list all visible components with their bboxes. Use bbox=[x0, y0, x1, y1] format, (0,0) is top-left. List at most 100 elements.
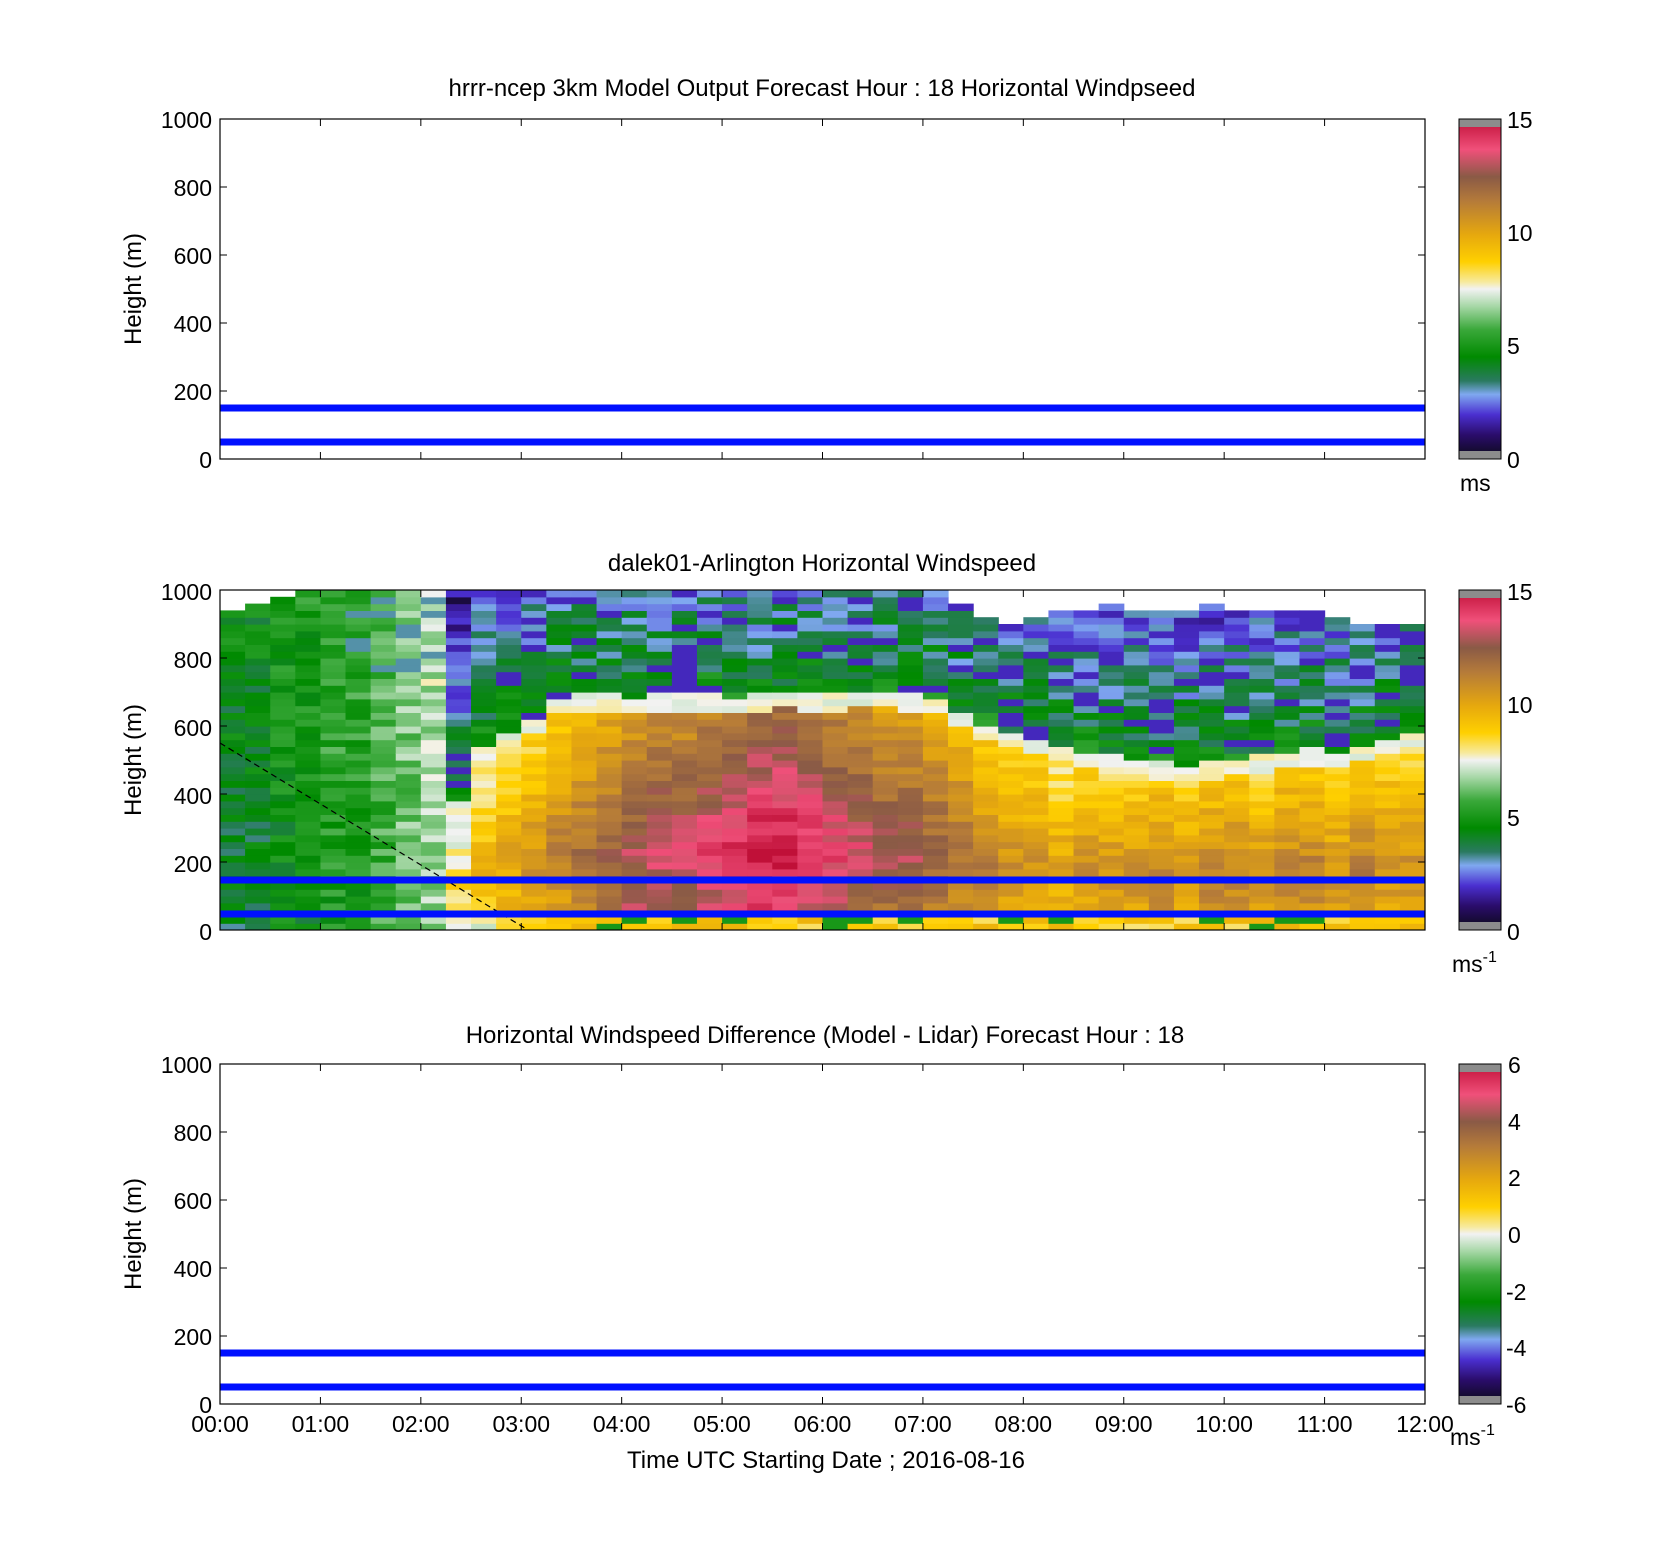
heatmap-cell bbox=[245, 766, 271, 775]
heatmap-cell bbox=[370, 678, 397, 686]
heatmap-cell bbox=[420, 732, 447, 741]
heatmap-cell bbox=[420, 719, 447, 727]
heatmap-cell bbox=[1098, 889, 1125, 897]
heatmap-cell bbox=[671, 644, 698, 652]
heatmap-cell bbox=[596, 855, 623, 863]
heatmap-cell bbox=[646, 766, 673, 775]
heatmap-cell bbox=[747, 794, 773, 802]
heatmap-cell bbox=[345, 651, 372, 659]
heatmap-cell bbox=[220, 760, 246, 768]
heatmap-cell bbox=[270, 732, 296, 741]
heatmap-cell bbox=[596, 814, 623, 822]
heatmap-cell bbox=[546, 834, 573, 843]
heatmap-cell bbox=[295, 685, 322, 693]
heatmap-cell bbox=[1173, 834, 1200, 843]
heatmap-cell bbox=[320, 644, 347, 652]
heatmap-cell bbox=[445, 590, 472, 598]
heatmap-cell bbox=[1399, 902, 1425, 911]
heatmap-cell bbox=[1399, 855, 1425, 863]
heatmap-cell bbox=[1148, 644, 1175, 652]
heatmap-cell bbox=[1374, 678, 1401, 686]
heatmap-cell bbox=[245, 678, 271, 686]
heatmap-cell bbox=[370, 624, 397, 632]
heatmap-cell bbox=[471, 692, 497, 700]
panel-lidar-cb-tick-15: 15 bbox=[1507, 579, 1533, 605]
heatmap-cell bbox=[1224, 760, 1250, 768]
heatmap-cell bbox=[696, 746, 723, 754]
heatmap-cell bbox=[1073, 766, 1100, 775]
heatmap-cell bbox=[521, 780, 547, 788]
heatmap-cell bbox=[270, 658, 296, 666]
heatmap-cell bbox=[1374, 732, 1401, 741]
heatmap-cell bbox=[671, 596, 698, 605]
heatmap-cell bbox=[948, 726, 974, 734]
heatmap-cell bbox=[847, 726, 874, 734]
heatmap-cell bbox=[872, 773, 899, 781]
heatmap-cell bbox=[722, 821, 748, 829]
panel-model-colorbar: 15 10 5 0 ms bbox=[1458, 107, 1533, 496]
heatmap-cell bbox=[797, 855, 824, 863]
heatmap-cell bbox=[1249, 617, 1275, 625]
heatmap-cell bbox=[1073, 617, 1100, 625]
heatmap-cell bbox=[747, 719, 773, 727]
heatmap-cell bbox=[1199, 603, 1225, 611]
heatmap-cell bbox=[1098, 828, 1125, 836]
heatmap-cell bbox=[822, 719, 849, 727]
heatmap-cell bbox=[747, 834, 773, 843]
heatmap-cell bbox=[1023, 692, 1050, 700]
heatmap-cell bbox=[847, 834, 874, 843]
heatmap-cell bbox=[747, 855, 773, 863]
heatmap-cell bbox=[1399, 800, 1425, 809]
heatmap-cell bbox=[696, 923, 723, 930]
heatmap-cell bbox=[445, 692, 472, 700]
heatmap-cell bbox=[822, 705, 849, 713]
heatmap-cell bbox=[747, 692, 773, 700]
heatmap-cell bbox=[797, 807, 824, 815]
heatmap-cell bbox=[998, 651, 1024, 659]
heatmap-cell bbox=[1374, 698, 1401, 707]
heatmap-cell bbox=[1123, 746, 1150, 754]
heatmap-cell bbox=[1249, 834, 1275, 843]
heatmap-cell bbox=[320, 834, 347, 843]
heatmap-cell bbox=[998, 732, 1024, 741]
heatmap-cell bbox=[295, 671, 322, 679]
heatmap-cell bbox=[747, 753, 773, 761]
heatmap-cell bbox=[696, 828, 723, 836]
heatmap-cell bbox=[1098, 678, 1125, 686]
heatmap-cell bbox=[270, 889, 296, 897]
heatmap-cell bbox=[772, 841, 798, 849]
heatmap-cell bbox=[1349, 923, 1376, 930]
heatmap-cell bbox=[998, 671, 1024, 679]
heatmap-cell bbox=[571, 651, 598, 659]
heatmap-cell bbox=[822, 630, 849, 639]
heatmap-cell bbox=[245, 848, 271, 856]
heatmap-cell bbox=[897, 753, 924, 761]
heatmap-cell bbox=[1199, 651, 1225, 659]
heatmap-cell bbox=[1199, 889, 1225, 897]
heatmap-cell bbox=[998, 766, 1024, 775]
heatmap-cell bbox=[1274, 705, 1301, 713]
heatmap-cell bbox=[922, 658, 949, 666]
heatmap-cell bbox=[1399, 868, 1425, 877]
heatmap-cell bbox=[1148, 760, 1175, 768]
heatmap-cell bbox=[445, 923, 472, 930]
heatmap-cell bbox=[948, 630, 974, 639]
heatmap-cell bbox=[797, 739, 824, 747]
heatmap-cell bbox=[1249, 678, 1275, 686]
heatmap-cell bbox=[722, 828, 748, 836]
heatmap-cell bbox=[571, 814, 598, 822]
heatmap-cell bbox=[1249, 644, 1275, 652]
x-axis-label: Time UTC Starting Date ; 2016-08-16 bbox=[627, 1447, 1025, 1474]
heatmap-cell bbox=[596, 821, 623, 829]
heatmap-cell bbox=[922, 807, 949, 815]
heatmap-cell bbox=[1399, 862, 1425, 870]
heatmap-cell bbox=[1148, 610, 1175, 618]
heatmap-cell bbox=[320, 923, 347, 930]
heatmap-cell bbox=[646, 712, 673, 720]
heatmap-cell bbox=[973, 862, 999, 870]
heatmap-cell bbox=[1199, 896, 1225, 904]
heatmap-cell bbox=[1399, 841, 1425, 849]
heatmap-cell bbox=[521, 698, 547, 707]
heatmap-cell bbox=[245, 617, 271, 625]
heatmap-cell bbox=[596, 719, 623, 727]
